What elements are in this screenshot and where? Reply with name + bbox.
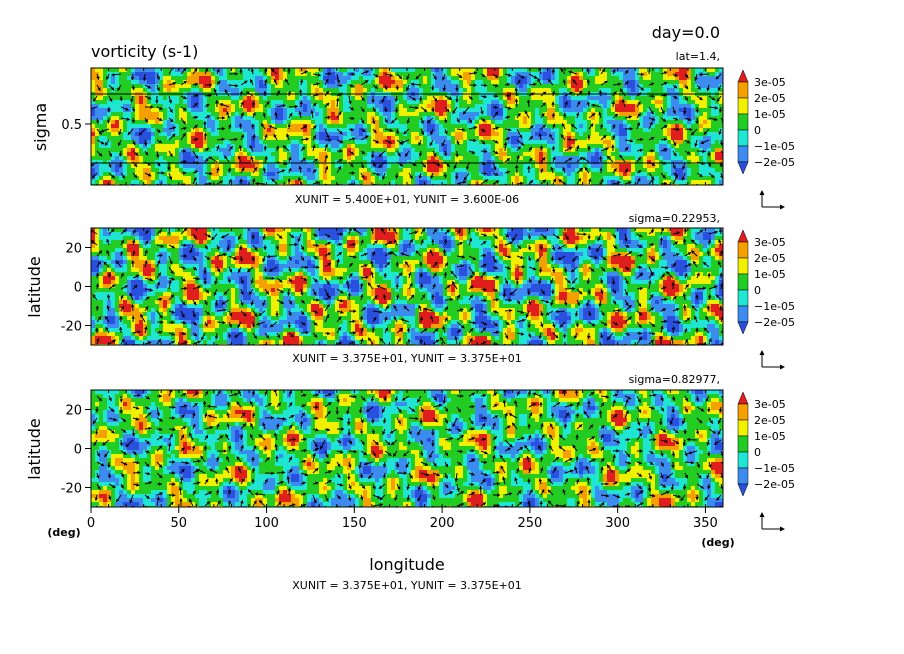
colorbar-label: −1e-05 xyxy=(754,462,795,475)
colorbar-1: 3e-05 2e-05 1e-05 0 −1e-05 −2e-05 xyxy=(737,69,795,210)
colorbar-label: −2e-05 xyxy=(754,478,795,491)
panel-1-field xyxy=(91,68,723,185)
colorbar-segment xyxy=(737,403,749,421)
colorbar-label: −1e-05 xyxy=(754,300,795,313)
colorbar-segment xyxy=(737,257,749,275)
x-tick-label: 0 xyxy=(87,516,95,531)
colorbar-cap-bottom xyxy=(737,321,749,335)
x-tick-label: 50 xyxy=(171,516,188,531)
figure-title: vorticity (s-1) xyxy=(91,42,198,61)
colorbar-segment xyxy=(737,129,749,147)
panel-3-ylabel: latitude xyxy=(25,418,44,479)
colorbar-label: −2e-05 xyxy=(754,316,795,329)
panel-1: lat=1.4, sigma 0.5 XUNIT = 5.400E+01, YU… xyxy=(31,50,724,206)
colorbar-segment xyxy=(737,273,749,291)
colorbar-cap-bottom xyxy=(737,161,749,175)
l-shaped-arrow-icon xyxy=(759,350,785,370)
colorbar-label: 0 xyxy=(754,284,761,297)
panel-2: sigma=0.22953, latitude XUNIT = 3.375E+0… xyxy=(25,212,724,365)
colorbar-segment xyxy=(737,241,749,259)
colorbar-label: 2e-05 xyxy=(754,92,786,105)
colorbar-segment xyxy=(737,81,749,99)
x-tick-label: 250 xyxy=(517,516,542,531)
panel-2-vector-units: XUNIT = 3.375E+01, YUNIT = 3.375E+01 xyxy=(292,352,521,365)
panel-2-field xyxy=(91,228,723,345)
colorbar-label: −2e-05 xyxy=(754,156,795,169)
panel-2-ylabel: latitude xyxy=(25,256,44,317)
time-label: day=0.0 xyxy=(652,23,720,42)
x-unit-label: (deg) xyxy=(701,536,734,549)
colorbar-label: −1e-05 xyxy=(754,140,795,153)
colorbar-segment xyxy=(737,451,749,469)
panel-1-subtitle: lat=1.4, xyxy=(676,50,720,63)
panel-1-ytick-label: 0.5 xyxy=(61,118,82,133)
colorbar-segment xyxy=(737,289,749,307)
colorbar-label: 1e-05 xyxy=(754,268,786,281)
panel-3-ytick-label: 0 xyxy=(74,443,82,458)
colorbar-3: 3e-05 2e-05 1e-05 0 −1e-05 −2e-05 xyxy=(737,391,795,532)
x-tick-label: 350 xyxy=(693,516,718,531)
colorbar-label: 2e-05 xyxy=(754,414,786,427)
x-tick-label: 150 xyxy=(342,516,367,531)
colorbar-label: 3e-05 xyxy=(754,76,786,89)
x-tick-label: 100 xyxy=(254,516,279,531)
panel-3-ytick-label: -20 xyxy=(61,482,82,497)
panel-2-ytick-label: 20 xyxy=(65,242,82,257)
panel-2-ytick-label: -20 xyxy=(61,320,82,335)
colorbar-segment xyxy=(737,435,749,453)
panel-3-ytick-label: 20 xyxy=(65,404,82,419)
panel-1-ylabel: sigma xyxy=(31,103,50,151)
colorbar-cap-top xyxy=(737,69,749,83)
panel-2-ytick-label: 0 xyxy=(74,281,82,296)
l-shaped-arrow-icon xyxy=(759,512,785,532)
x-tick-label: 300 xyxy=(605,516,630,531)
colorbar-cap-top xyxy=(737,391,749,405)
panel-2-subtitle: sigma=0.22953, xyxy=(629,212,720,225)
panel-2-vectors xyxy=(91,228,723,345)
l-shaped-arrow-icon xyxy=(759,190,785,210)
x-axis-label: longitude xyxy=(369,555,444,574)
colorbar-segment xyxy=(737,305,749,323)
colorbar-label: 0 xyxy=(754,124,761,137)
colorbar-segment xyxy=(737,467,749,485)
panel-3-vector-units: XUNIT = 3.375E+01, YUNIT = 3.375E+01 xyxy=(292,579,521,592)
panel-3-subtitle: sigma=0.82977, xyxy=(629,373,720,386)
colorbar-2: 3e-05 2e-05 1e-05 0 −1e-05 −2e-05 xyxy=(737,229,795,370)
colorbar-segment xyxy=(737,145,749,163)
colorbar-label: 3e-05 xyxy=(754,398,786,411)
colorbar-segment xyxy=(737,113,749,131)
colorbar-segment xyxy=(737,419,749,437)
y-unit-label: (deg) xyxy=(47,526,80,539)
panel-3: sigma=0.82977, latitude longitude (deg) … xyxy=(25,373,735,592)
colorbar-label: 1e-05 xyxy=(754,108,786,121)
colorbar-label: 2e-05 xyxy=(754,252,786,265)
panel-3-vectors xyxy=(92,390,723,507)
colorbar-cap-top xyxy=(737,229,749,243)
x-tick-label: 200 xyxy=(430,516,455,531)
colorbar-segment xyxy=(737,97,749,115)
panel-1-vector-units: XUNIT = 5.400E+01, YUNIT = 3.600E-06 xyxy=(295,193,519,206)
colorbar-label: 3e-05 xyxy=(754,236,786,249)
panel-1-vectors xyxy=(91,68,723,185)
colorbar-label: 1e-05 xyxy=(754,430,786,443)
colorbar-cap-bottom xyxy=(737,483,749,497)
colorbar-label: 0 xyxy=(754,446,761,459)
panel-3-field xyxy=(91,390,723,507)
